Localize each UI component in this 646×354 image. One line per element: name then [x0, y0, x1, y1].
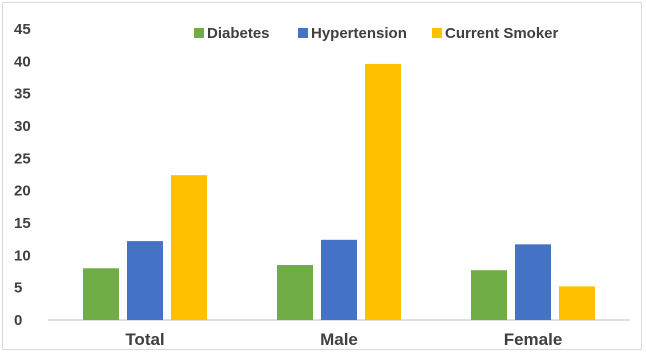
- legend: Diabetes Hypertension Current Smoker: [194, 25, 559, 42]
- legend-label-hypertension: Hypertension: [311, 25, 407, 42]
- y-tick-label-10: 10: [14, 247, 31, 264]
- bar-total-hypertension: [127, 241, 163, 320]
- bar-male-current-smoker: [365, 63, 401, 321]
- x-category-label-total: Total: [125, 330, 164, 349]
- x-category-label-male: Male: [320, 330, 358, 349]
- y-axis-tick-labels: 0 5 10 15 20 25 30 35 40 45: [14, 21, 31, 329]
- legend-label-diabetes: Diabetes: [207, 25, 270, 42]
- y-tick-label-40: 40: [14, 53, 31, 70]
- x-category-label-female: Female: [504, 330, 563, 349]
- legend-swatch-diabetes: [194, 28, 204, 38]
- bar-female-current-smoker: [559, 286, 595, 320]
- bar-male-hypertension: [321, 239, 357, 320]
- y-tick-label-15: 15: [14, 215, 31, 232]
- bar-total-current-smoker: [171, 175, 207, 320]
- bar-female-diabetes: [471, 270, 507, 320]
- y-tick-label-35: 35: [14, 86, 31, 103]
- bars: [83, 63, 595, 321]
- y-tick-label-20: 20: [14, 183, 31, 200]
- legend-swatch-current-smoker: [432, 28, 442, 38]
- y-tick-label-5: 5: [14, 280, 22, 297]
- y-tick-label-25: 25: [14, 150, 31, 167]
- legend-label-current-smoker: Current Smoker: [445, 25, 559, 42]
- y-tick-label-0: 0: [14, 312, 22, 329]
- legend-swatch-hypertension: [298, 28, 308, 38]
- bar-male-diabetes: [277, 265, 313, 320]
- y-tick-label-30: 30: [14, 118, 31, 135]
- bar-female-hypertension: [515, 244, 551, 320]
- bar-total-diabetes: [83, 268, 119, 320]
- y-tick-label-45: 45: [14, 21, 31, 38]
- x-axis-category-labels: Total Male Female: [125, 330, 562, 349]
